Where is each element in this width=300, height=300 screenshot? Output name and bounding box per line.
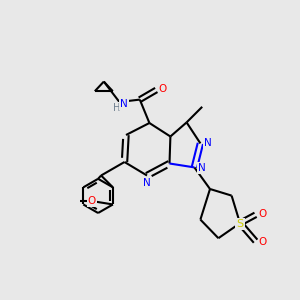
Text: O: O (159, 83, 167, 94)
Text: N: N (142, 178, 150, 188)
Text: N: N (204, 138, 212, 148)
Text: S: S (236, 219, 244, 229)
Text: N: N (198, 163, 206, 173)
Text: O: O (259, 237, 267, 247)
Text: N: N (120, 99, 128, 109)
Text: O: O (259, 209, 267, 219)
Text: H: H (113, 103, 120, 113)
Text: O: O (88, 196, 96, 206)
